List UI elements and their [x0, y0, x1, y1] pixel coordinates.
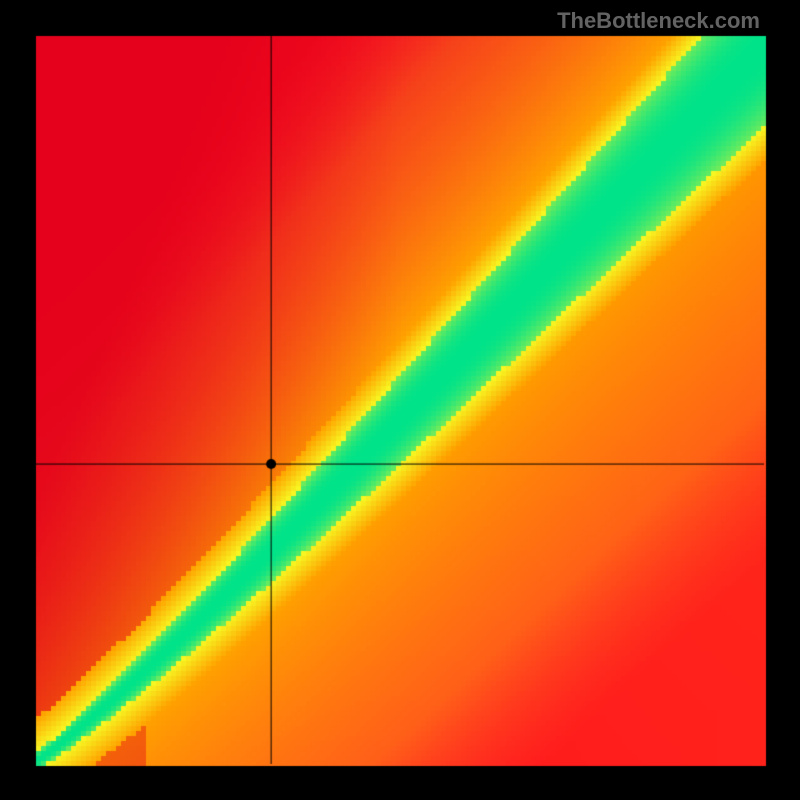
- chart-container: TheBottleneck.com: [0, 0, 800, 800]
- watermark-text: TheBottleneck.com: [557, 8, 760, 34]
- bottleneck-heatmap: [0, 0, 800, 800]
